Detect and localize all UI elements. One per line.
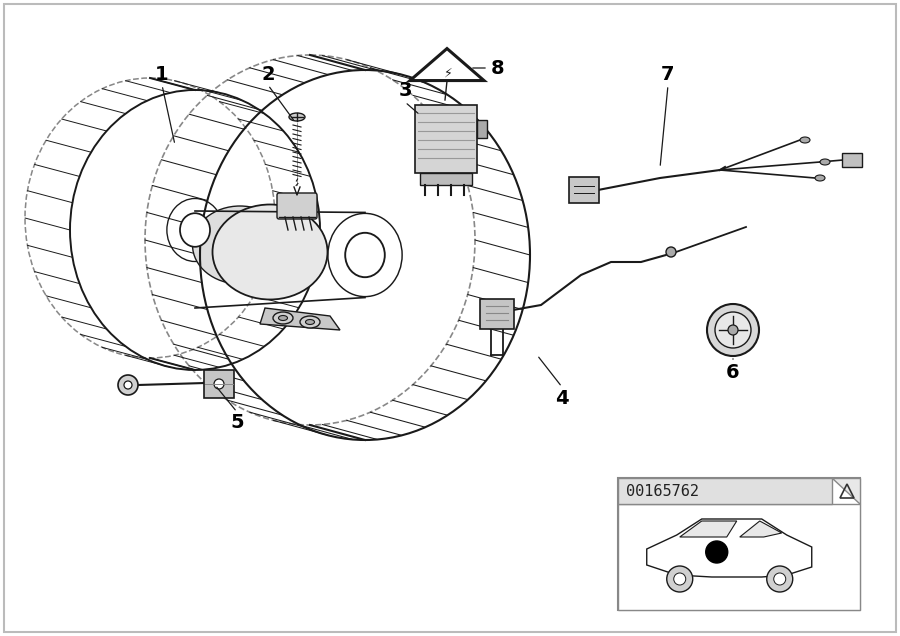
- Circle shape: [715, 312, 751, 348]
- Circle shape: [214, 379, 224, 389]
- Text: ⚡: ⚡: [444, 67, 453, 80]
- Ellipse shape: [273, 312, 293, 324]
- Text: 1: 1: [155, 64, 169, 83]
- Text: 6: 6: [726, 364, 740, 382]
- FancyBboxPatch shape: [204, 370, 234, 398]
- Ellipse shape: [815, 175, 825, 181]
- Bar: [420, 173, 472, 185]
- Bar: [618, 478, 832, 504]
- Circle shape: [124, 381, 132, 389]
- Polygon shape: [410, 48, 484, 81]
- Circle shape: [774, 573, 786, 585]
- Bar: [618, 478, 860, 610]
- Circle shape: [667, 566, 693, 592]
- Text: 4: 4: [555, 389, 569, 408]
- Ellipse shape: [820, 159, 830, 165]
- Circle shape: [728, 325, 738, 335]
- Ellipse shape: [180, 213, 210, 247]
- Ellipse shape: [212, 205, 328, 300]
- Circle shape: [706, 541, 728, 563]
- FancyBboxPatch shape: [480, 299, 514, 329]
- Text: 8: 8: [491, 59, 505, 78]
- Circle shape: [674, 573, 686, 585]
- Circle shape: [666, 247, 676, 257]
- Ellipse shape: [800, 137, 810, 143]
- FancyBboxPatch shape: [842, 153, 862, 167]
- Polygon shape: [260, 308, 340, 330]
- Ellipse shape: [193, 206, 287, 284]
- Text: 00165762: 00165762: [626, 483, 699, 499]
- Ellipse shape: [289, 113, 305, 121]
- Text: 7: 7: [662, 64, 675, 83]
- Ellipse shape: [305, 319, 314, 324]
- Text: 2: 2: [261, 64, 274, 83]
- Ellipse shape: [300, 316, 320, 328]
- FancyBboxPatch shape: [415, 105, 477, 173]
- Ellipse shape: [346, 233, 385, 277]
- Text: 5: 5: [230, 413, 244, 432]
- Circle shape: [118, 375, 138, 395]
- FancyBboxPatch shape: [277, 193, 317, 219]
- Bar: [477, 120, 487, 138]
- Polygon shape: [740, 521, 782, 537]
- Polygon shape: [680, 521, 737, 537]
- FancyBboxPatch shape: [569, 177, 599, 203]
- Text: 3: 3: [398, 81, 412, 100]
- Circle shape: [707, 304, 759, 356]
- Ellipse shape: [278, 315, 287, 321]
- Bar: [618, 504, 860, 610]
- Polygon shape: [832, 478, 860, 504]
- Circle shape: [767, 566, 793, 592]
